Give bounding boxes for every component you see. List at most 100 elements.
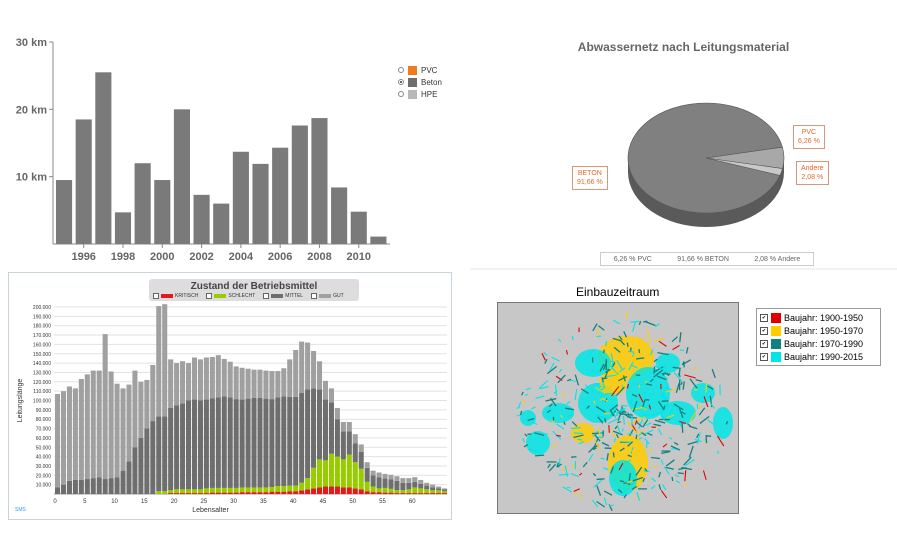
pipe-segment [705,435,712,437]
pipe-segment [670,445,681,451]
pipe-segment [613,319,621,325]
bar-kritisch-age-47 [334,486,340,494]
map-checkbox-1900-1950[interactable]: ✔ [760,313,768,322]
bar-mittel-age-31 [239,399,245,488]
checkbox-schlecht[interactable] [206,293,213,299]
bar-kritisch-age-51 [358,489,364,494]
swatch-pvc [408,65,417,75]
pipe-segment [551,356,560,362]
pipe-segment [675,383,680,393]
map-legend-label-1900-1950: Baujahr: 1900-1950 [784,312,864,323]
pipe-segment [698,407,706,416]
legend-item-mittel[interactable]: MITTEL [263,293,303,299]
map-title: Einbauzeitraum [576,285,660,299]
map-checkbox-1950-1970[interactable]: ✔ [760,326,768,335]
legend-label-schlecht: SCHLECHT [228,293,256,299]
legend-item-kritisch[interactable]: KRITISCH [153,293,198,299]
bar-gut-age-55 [382,473,388,479]
map-legend-item-1900-1950[interactable]: ✔ Baujahr: 1900-1950 [760,311,877,324]
pipe-segment [636,421,643,428]
pipe-segment [518,401,522,408]
bar-2004 [232,151,249,244]
radio-hpe[interactable] [398,91,404,97]
legend-item-gut[interactable]: GUT [311,293,344,299]
map-legend-item-1950-1970[interactable]: ✔ Baujahr: 1950-1970 [760,324,877,337]
bar-2000 [154,180,171,244]
bar-schlecht-age-39 [287,485,293,492]
bar-kritisch-age-63 [430,493,436,494]
y-tick-label: 50.000 [36,445,52,451]
bar-1996 [75,119,92,244]
bar-schlecht-age-65 [442,491,448,494]
pipe-segment [707,385,714,390]
swatch-beton [408,77,417,87]
bar-kritisch-age-33 [251,492,257,494]
pipe-segment [570,473,580,478]
bar-gut-age-29 [227,361,233,398]
pipe-segment [658,484,662,490]
bar-1998 [114,212,132,244]
bar-mittel-age-51 [358,451,364,469]
bar-mittel-age-62 [424,485,430,490]
bar-schlecht-age-54 [376,488,382,493]
bar-schlecht-age-55 [382,487,388,493]
bar-schlecht-age-45 [322,460,329,487]
map-legend-item-1970-1990[interactable]: ✔ Baujahr: 1970-1990 [760,337,877,350]
pipe-segment [594,434,601,442]
pipe-segment [702,470,707,480]
pipe-segment [565,407,575,411]
bar-kritisch-age-62 [424,493,430,494]
pipe-segment [591,369,599,374]
bar-mittel-age-30 [233,399,239,488]
checkbox-gut[interactable] [311,293,318,299]
pipe-segment [707,419,714,425]
bar-schlecht-age-61 [418,488,424,494]
map-legend-item-1990-2015[interactable]: ✔ Baujahr: 1990-2015 [760,350,877,363]
map-checkbox-1990-2015[interactable]: ✔ [760,352,768,361]
legend-item-pvc[interactable]: PVC [398,64,442,76]
pipe-segment [607,417,619,424]
bar-mittel-age-61 [418,483,424,489]
pipe-segment [538,380,548,390]
pipe-segment [596,500,606,508]
bar-gut-age-54 [376,472,382,478]
bar-mittel-age-17 [156,416,162,492]
pipe-segment [617,421,621,424]
radio-beton[interactable] [398,79,404,85]
pipe-segment [610,466,615,474]
bar-mittel-age-13 [132,447,138,494]
legend-item-schlecht[interactable]: SCHLECHT [206,293,255,299]
pipe-segment [638,393,644,403]
network-map[interactable] [497,302,739,514]
bar-schlecht-age-17 [156,491,162,494]
bar-kritisch-age-57 [394,493,400,494]
bar-gut-age-61 [418,479,424,484]
y-tick-label: 130.000 [33,370,51,376]
pipe-segment [534,454,545,457]
swatch-hpe [408,89,417,99]
bar-mittel-age-6 [90,478,96,494]
checkbox-mittel[interactable] [263,293,270,299]
pipe-segment [571,336,574,341]
x-tick-label: 55 [379,499,386,505]
pipe-segment [660,413,665,421]
pipe-segment [557,338,562,343]
pipe-segment [635,416,647,421]
legend-item-hpe[interactable]: HPE [398,88,442,100]
bar-gut-age-53 [370,470,376,476]
bar-kritisch-age-40 [293,491,299,494]
x-tick-label: 20 [171,499,178,505]
checkbox-kritisch[interactable] [153,293,159,299]
map-checkbox-1970-1990[interactable]: ✔ [760,339,768,348]
bar-schlecht-age-28 [221,487,227,493]
pipe-segment [524,433,528,437]
pipe-segment [625,311,629,320]
bar-mittel-age-0 [55,487,61,494]
pipe-segment [653,366,656,374]
pipe-segment [534,432,545,437]
radio-pvc[interactable] [398,67,404,73]
bar-kritisch-age-32 [245,492,251,494]
pipe-segment [679,332,682,343]
legend-item-beton[interactable]: Beton [398,76,442,88]
bar-gut-age-47 [334,407,340,420]
